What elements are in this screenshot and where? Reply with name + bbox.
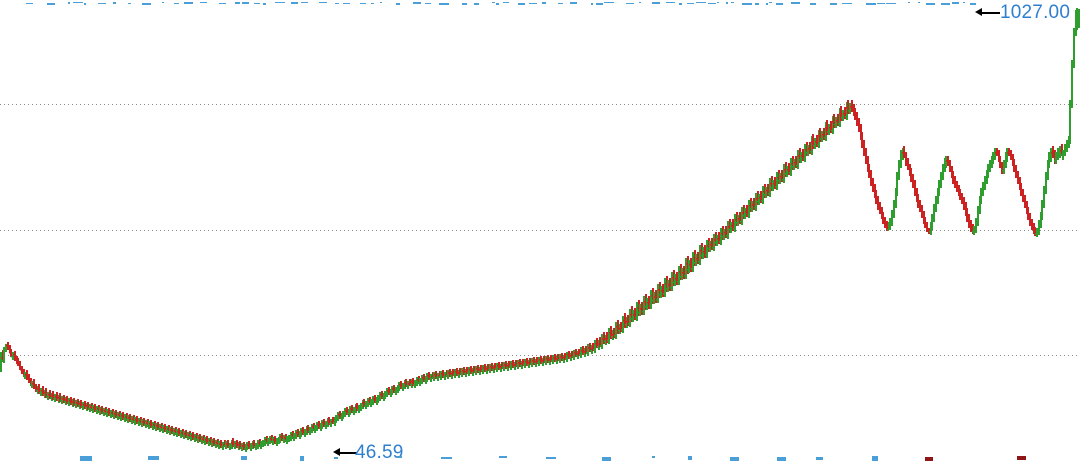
clipped-text-row-bottom [0, 452, 1080, 461]
gridline-lower [0, 355, 1080, 356]
low-label-arrow [333, 448, 357, 457]
clipped-text-row-top [0, 0, 1080, 5]
high-label-arrow [975, 8, 1000, 17]
gridline-middle [0, 230, 1080, 231]
low-price-label: 46.59 [355, 442, 404, 461]
high-price-label: 1027.00 [1000, 2, 1071, 23]
gridline-upper [0, 104, 1080, 105]
